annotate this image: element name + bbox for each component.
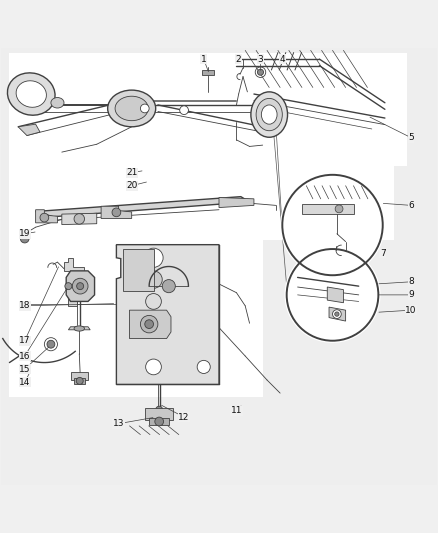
Ellipse shape <box>335 312 339 316</box>
Ellipse shape <box>115 96 148 120</box>
Ellipse shape <box>155 417 163 426</box>
Bar <box>202 70 214 75</box>
Text: 7: 7 <box>380 249 385 258</box>
Text: 15: 15 <box>19 365 31 374</box>
Ellipse shape <box>145 320 153 328</box>
Ellipse shape <box>145 271 162 288</box>
Bar <box>149 418 169 425</box>
Circle shape <box>280 173 385 277</box>
Ellipse shape <box>40 213 49 222</box>
Polygon shape <box>35 197 250 217</box>
Ellipse shape <box>162 280 175 293</box>
Ellipse shape <box>7 73 55 115</box>
Polygon shape <box>101 206 132 219</box>
Text: 8: 8 <box>408 277 414 286</box>
Ellipse shape <box>77 282 84 289</box>
Text: 4: 4 <box>279 54 285 63</box>
Ellipse shape <box>332 310 341 318</box>
Bar <box>74 378 85 384</box>
Polygon shape <box>18 124 40 135</box>
Ellipse shape <box>74 326 85 331</box>
Polygon shape <box>64 258 84 306</box>
Ellipse shape <box>335 205 343 213</box>
Ellipse shape <box>197 360 210 374</box>
Ellipse shape <box>256 99 283 131</box>
Text: 10: 10 <box>405 305 417 314</box>
Ellipse shape <box>146 294 161 309</box>
Text: 17: 17 <box>19 336 31 345</box>
Circle shape <box>285 247 381 343</box>
Text: 14: 14 <box>19 378 30 387</box>
Polygon shape <box>123 249 153 290</box>
Ellipse shape <box>47 340 55 348</box>
Text: 5: 5 <box>408 133 414 142</box>
Bar <box>10 53 407 166</box>
Polygon shape <box>302 204 354 214</box>
Ellipse shape <box>112 208 121 217</box>
Ellipse shape <box>155 406 162 413</box>
Ellipse shape <box>141 316 158 333</box>
Text: 2: 2 <box>236 54 241 63</box>
Ellipse shape <box>65 282 72 289</box>
Polygon shape <box>219 198 254 207</box>
Text: 6: 6 <box>408 201 414 210</box>
Ellipse shape <box>20 234 29 243</box>
Text: 18: 18 <box>19 301 31 310</box>
Polygon shape <box>327 287 343 303</box>
Polygon shape <box>329 307 346 321</box>
Text: 13: 13 <box>113 419 124 428</box>
Bar <box>10 166 394 240</box>
Text: 3: 3 <box>258 54 263 63</box>
Ellipse shape <box>180 106 188 115</box>
Polygon shape <box>66 271 95 302</box>
Text: 1: 1 <box>201 54 207 63</box>
Ellipse shape <box>76 377 83 384</box>
Bar <box>71 372 88 380</box>
Polygon shape <box>130 310 171 338</box>
Bar <box>145 408 173 420</box>
Ellipse shape <box>258 69 264 75</box>
Ellipse shape <box>147 317 160 330</box>
Polygon shape <box>117 245 219 384</box>
Ellipse shape <box>144 248 163 268</box>
Polygon shape <box>68 327 90 330</box>
Ellipse shape <box>146 359 161 375</box>
Text: 20: 20 <box>126 181 138 190</box>
Ellipse shape <box>251 92 288 138</box>
Ellipse shape <box>16 81 46 107</box>
Polygon shape <box>35 210 57 223</box>
Ellipse shape <box>261 105 277 124</box>
Bar <box>106 231 263 398</box>
Text: 11: 11 <box>231 406 242 415</box>
Text: 21: 21 <box>126 168 138 177</box>
Bar <box>10 240 175 398</box>
Ellipse shape <box>74 214 85 224</box>
Ellipse shape <box>72 278 88 294</box>
Polygon shape <box>62 213 97 224</box>
Ellipse shape <box>141 104 149 113</box>
Text: 16: 16 <box>19 351 31 360</box>
Ellipse shape <box>51 98 64 108</box>
Text: 9: 9 <box>408 290 414 300</box>
Ellipse shape <box>108 90 155 127</box>
Text: 12: 12 <box>178 413 190 422</box>
Text: 19: 19 <box>19 229 31 238</box>
